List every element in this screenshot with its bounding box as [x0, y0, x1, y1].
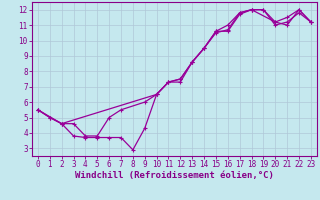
X-axis label: Windchill (Refroidissement éolien,°C): Windchill (Refroidissement éolien,°C) [75, 171, 274, 180]
